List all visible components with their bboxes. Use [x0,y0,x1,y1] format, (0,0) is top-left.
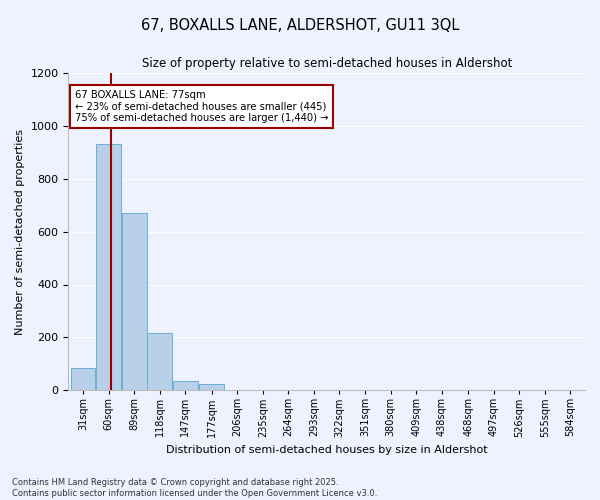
Y-axis label: Number of semi-detached properties: Number of semi-detached properties [15,128,25,334]
Bar [71,368,95,390]
Text: 67, BOXALLS LANE, ALDERSHOT, GU11 3QL: 67, BOXALLS LANE, ALDERSHOT, GU11 3QL [141,18,459,32]
Bar [199,384,224,390]
Text: Contains HM Land Registry data © Crown copyright and database right 2025.
Contai: Contains HM Land Registry data © Crown c… [12,478,377,498]
Bar [96,144,121,390]
Text: 67 BOXALLS LANE: 77sqm
← 23% of semi-detached houses are smaller (445)
75% of se: 67 BOXALLS LANE: 77sqm ← 23% of semi-det… [74,90,328,124]
Title: Size of property relative to semi-detached houses in Aldershot: Size of property relative to semi-detach… [142,58,512,70]
Bar [147,334,172,390]
Bar [173,381,197,390]
Bar [122,213,146,390]
X-axis label: Distribution of semi-detached houses by size in Aldershot: Distribution of semi-detached houses by … [166,445,488,455]
